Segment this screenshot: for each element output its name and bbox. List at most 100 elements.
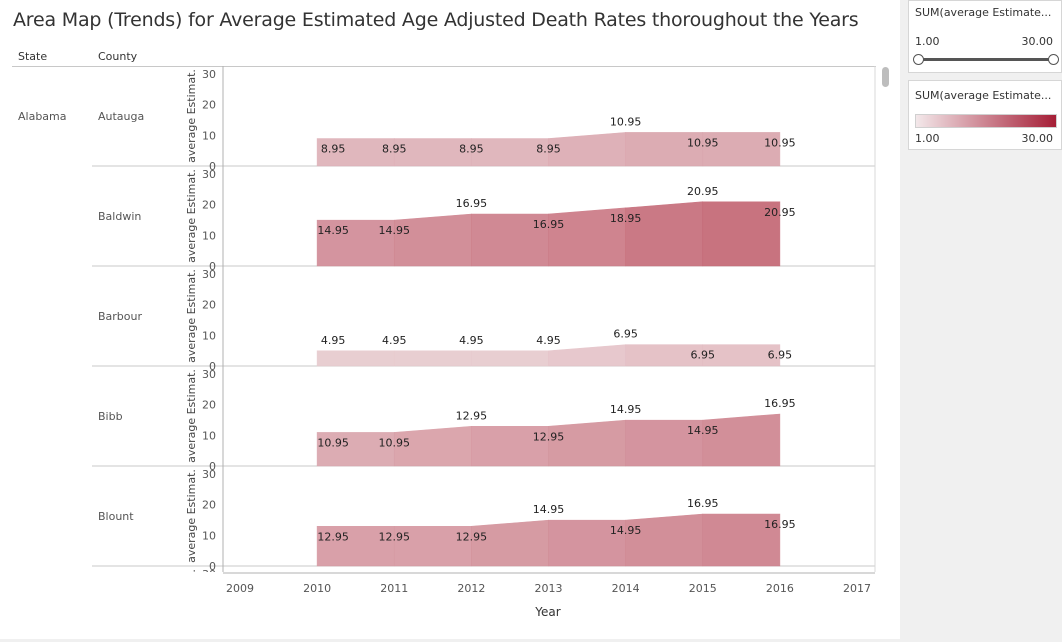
area-segment [625,513,704,567]
area-segment [471,350,549,367]
data-label: 16.95 [764,518,796,531]
x-tick-label: 2010 [303,582,331,595]
y-tick-label: 10 [202,129,216,142]
county-label: Baldwin [98,210,141,223]
x-axis-title: Year [534,605,560,619]
county-header[interactable]: County [98,50,138,63]
y-axis-title: average Estimat. [185,469,198,563]
data-label: 12.95 [379,530,411,543]
data-label: 10.95 [687,136,719,149]
data-label: 12.95 [533,430,565,443]
viz-area: Area Map (Trends) for Average Estimated … [0,0,900,639]
x-tick-label: 2015 [689,582,717,595]
data-label: 12.95 [456,409,488,422]
data-label: 8.95 [382,143,407,156]
y-tick-label: 0 [209,260,216,273]
data-label: 20.95 [687,185,719,198]
data-label: 12.95 [317,530,349,543]
data-label: 10.95 [317,436,349,449]
y-tick-label: 10 [202,429,216,442]
filter-max: 30.00 [1021,35,1054,48]
y-tick-label: 30 [202,568,216,581]
area-segment [548,344,626,367]
y-tick-label: 10 [202,629,216,639]
county-label: Barbour [98,310,142,323]
area-segment [702,413,781,467]
county-label: Bibb [98,410,123,423]
y-tick-label: 10 [202,329,216,342]
filter-title: SUM(average Estimate... [915,6,1052,19]
range-slider-min-handle[interactable] [913,54,924,65]
data-label: 14.95 [317,224,349,237]
data-label: 8.95 [321,143,346,156]
y-tick-label: 30 [202,68,216,81]
county-label: Autauga [98,110,144,123]
data-label: 8.95 [459,143,484,156]
area-segment [702,201,781,267]
data-label: 4.95 [382,334,407,347]
data-label: 14.95 [533,503,565,516]
data-label: 6.95 [613,328,638,341]
data-label: 12.95 [456,530,488,543]
data-label: 14.95 [687,424,719,437]
range-slider-track[interactable] [918,58,1058,61]
data-label: 4.95 [321,334,346,347]
area-segment [316,350,395,367]
chart-title: Area Map (Trends) for Average Estimated … [13,9,859,31]
x-tick-label: 2012 [457,582,485,595]
y-axis-title: average Estimat. [185,169,198,263]
y-tick-label: 0 [209,160,216,173]
color-legend-card: SUM(average Estimate... 1.00 30.00 [908,80,1062,150]
data-label: 16.95 [687,497,719,510]
y-tick-label: 20 [202,99,216,112]
y-tick-label: 30 [202,368,216,381]
data-label: 4.95 [536,334,561,347]
y-axis-title: average Estimat. [185,369,198,463]
legend-min: 1.00 [915,132,940,145]
vertical-scrollbar[interactable] [882,67,889,87]
filter-card: SUM(average Estimate... 1.00 30.00 [908,0,1062,73]
y-tick-label: 30 [202,468,216,481]
area-segment [393,213,472,267]
header-divider [12,66,876,67]
legend-max: 30.00 [1021,132,1054,145]
y-axis-title: average Estimat. [185,569,198,639]
x-tick-label: 2011 [380,582,408,595]
data-label: 14.95 [379,224,411,237]
filter-min: 1.00 [915,35,940,48]
data-label: 10.95 [379,436,411,449]
area-segment [393,350,472,367]
x-tick-label: 2016 [766,582,794,595]
x-tick-label: 2017 [843,582,871,595]
y-tick-label: 20 [202,499,216,512]
data-label: 4.95 [459,334,484,347]
area-segment [702,344,781,367]
data-label: 16.95 [533,218,565,231]
area-segment [702,513,781,567]
y-tick-label: 0 [209,460,216,473]
area-segment [702,132,781,167]
data-label: 16.95 [456,197,488,210]
data-label: 8.95 [536,143,561,156]
data-label: 10.95 [764,136,796,149]
y-tick-label: 20 [202,399,216,412]
y-tick-label: 10 [202,529,216,542]
y-tick-label: 30 [202,268,216,281]
data-label: 16.95 [764,397,796,410]
y-tick-label: 20 [202,299,216,312]
data-label: 14.95 [610,403,642,416]
y-tick-label: 30 [202,168,216,181]
data-label: 6.95 [768,349,793,362]
state-header[interactable]: State [18,50,48,63]
state-label: Alabama [18,110,67,123]
data-label: 10.95 [610,115,642,128]
y-tick-label: 0 [209,560,216,573]
y-tick-label: 20 [202,599,216,612]
range-slider-max-handle[interactable] [1048,54,1059,65]
county-label: Blount [98,510,134,523]
data-label: 18.95 [610,212,642,225]
color-gradient-bar [915,114,1057,128]
x-tick-label: 2009 [226,582,254,595]
panes-group: 0 10 20 30 average Estimat. Autauga 8.95 8.95 8.… [92,68,875,639]
x-tick-label: 2014 [612,582,640,595]
